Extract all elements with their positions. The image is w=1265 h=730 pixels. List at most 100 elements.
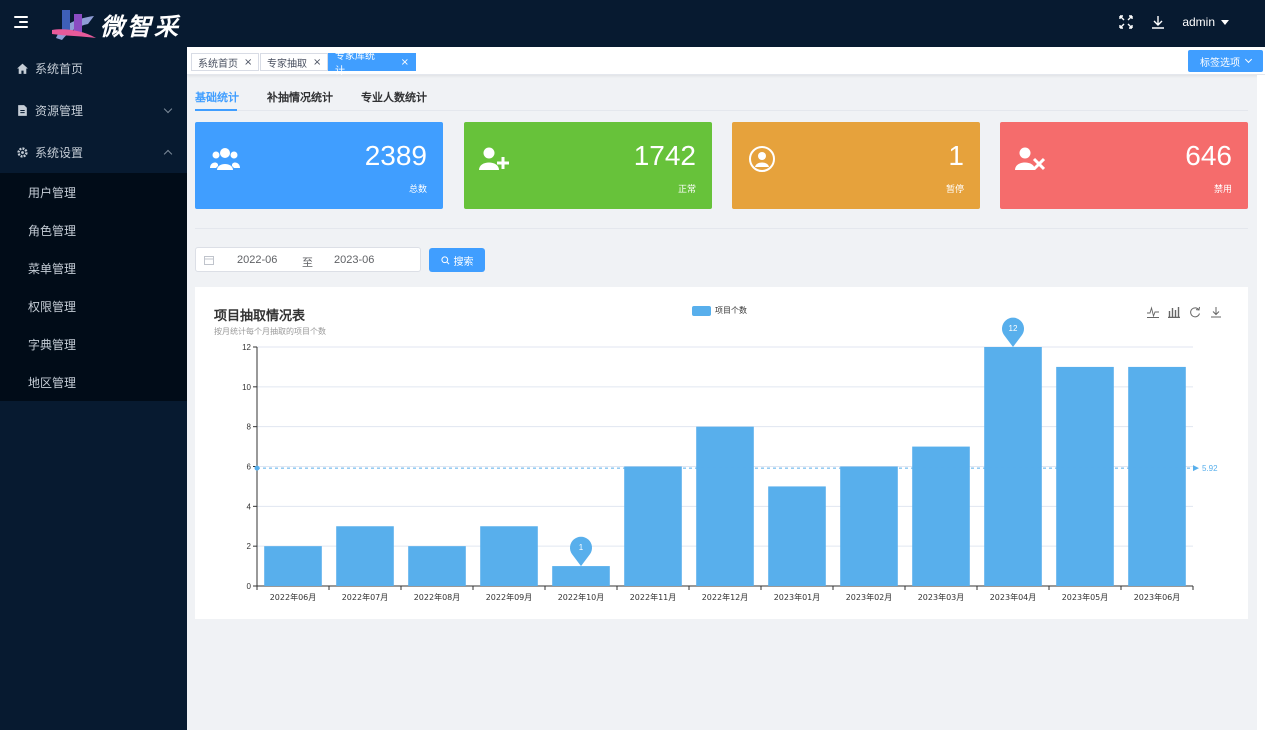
tag-options-label: 标签选项	[1200, 57, 1240, 69]
logo	[52, 10, 96, 40]
y-tick-label: 4	[247, 502, 252, 511]
tab-supplement-stats[interactable]: 补抽情况统计	[267, 91, 333, 104]
line-chart-icon[interactable]	[1147, 306, 1159, 318]
sidebar-item-dictionary[interactable]: 字典管理	[28, 337, 77, 352]
sidebar-item-users[interactable]: 用户管理	[28, 185, 77, 200]
sidebar-item-permissions[interactable]: 权限管理	[28, 299, 77, 314]
x-tick-label: 2023年01月	[774, 592, 821, 602]
x-tick-label: 2022年10月	[558, 592, 605, 602]
sidebar-item-roles[interactable]: 角色管理	[28, 223, 77, 238]
x-tick-label: 2022年07月	[342, 592, 389, 602]
menu-toggle-icon[interactable]	[14, 16, 28, 30]
stats-tabs: 基础统计 补抽情况统计 专业人数统计	[195, 87, 1248, 111]
sidebar-item-home[interactable]: 系统首页	[0, 47, 187, 89]
user-menu[interactable]: admin	[1182, 15, 1229, 29]
refresh-icon[interactable]	[1189, 306, 1201, 318]
x-tick-label: 2022年06月	[270, 592, 317, 602]
user-add-icon	[479, 147, 509, 170]
card-value: 1742	[633, 140, 696, 171]
section-divider	[195, 228, 1248, 229]
chart-legend[interactable]: 项目个数	[692, 305, 747, 316]
legend-label: 项目个数	[715, 306, 747, 315]
y-tick-label: 8	[247, 423, 252, 432]
chart-panel: 项目抽取情况表 按月统计每个月抽取的项目个数 项目个数 0 2 4 6 8 10 12 202…	[195, 287, 1248, 619]
min-pin-label: 1	[579, 543, 584, 552]
card-label: 总数	[408, 185, 427, 195]
y-tick-label: 2	[247, 542, 252, 551]
close-icon[interactable]: ×	[400, 56, 409, 68]
bar-chart-icon[interactable]	[1168, 306, 1180, 318]
bar	[984, 347, 1042, 586]
date-range-picker[interactable]: 2022-06 至 2023-06	[195, 247, 421, 272]
sidebar-item-regions[interactable]: 地区管理	[28, 375, 77, 390]
close-icon[interactable]: ×	[313, 56, 322, 68]
card-disabled: 646 禁用	[1000, 122, 1248, 209]
card-normal: 1742 正常	[464, 122, 712, 209]
gear-icon	[17, 146, 28, 158]
users-group-icon	[210, 148, 240, 170]
download-icon[interactable]	[1150, 14, 1166, 30]
sidebar-item-resources[interactable]: 资源管理	[0, 89, 187, 131]
settings-submenu: 用户管理 角色管理 菜单管理 权限管理 字典管理 地区管理	[0, 173, 187, 401]
chart-title: 项目抽取情况表	[214, 309, 306, 324]
chevron-up-icon	[163, 149, 173, 159]
tag-options-button[interactable]: 标签选项	[1188, 50, 1263, 72]
tag-expert-stats[interactable]: 专家库统计... ×	[328, 51, 416, 77]
tag-label: 系统首页	[198, 58, 238, 70]
range-separator: 至	[302, 256, 313, 269]
top-bar: 微智采 admin	[0, 0, 1265, 47]
x-tick-label: 2022年08月	[414, 592, 461, 602]
average-line-start	[254, 465, 260, 471]
tags-bar: 系统首页 × 专家抽取 × 专家库统计... × 标签选项	[187, 47, 1265, 77]
bar	[336, 526, 394, 586]
active-tab-indicator	[195, 109, 237, 111]
search-button-label: 搜索	[453, 256, 474, 268]
tab-specialty-stats[interactable]: 专业人数统计	[361, 91, 427, 104]
max-pin	[1002, 317, 1024, 347]
chevron-down-icon	[163, 104, 173, 114]
card-value: 646	[1185, 140, 1232, 171]
bar	[1128, 366, 1186, 586]
user-name: admin	[1182, 15, 1215, 29]
bar	[696, 426, 754, 586]
tag-expert-extract[interactable]: 专家抽取 ×	[260, 53, 329, 71]
sidebar-item-settings[interactable]: 系统设置	[0, 131, 187, 173]
sidebar-item-label: 系统首页	[35, 61, 84, 76]
download-icon[interactable]	[1210, 306, 1222, 318]
y-tick-label: 10	[242, 383, 251, 392]
end-date[interactable]: 2023-06	[334, 254, 375, 266]
search-button[interactable]: 搜索	[429, 248, 485, 272]
fullscreen-icon[interactable]	[1118, 14, 1134, 30]
bar	[264, 546, 322, 586]
bar	[912, 446, 970, 586]
y-tick-label: 6	[247, 463, 252, 472]
sidebar-item-menus[interactable]: 菜单管理	[28, 261, 77, 276]
tag-label: 专家库统计...	[335, 51, 375, 77]
card-value: 1	[948, 140, 964, 171]
card-label: 正常	[677, 185, 696, 195]
x-tick-label: 2022年11月	[630, 592, 677, 602]
x-tick-label: 2023年04月	[990, 592, 1037, 602]
chevron-down-icon	[1244, 55, 1253, 64]
bar	[768, 486, 826, 586]
user-remove-icon	[1015, 147, 1045, 171]
tag-home[interactable]: 系统首页 ×	[191, 53, 260, 71]
bar	[408, 546, 466, 586]
sidebar-item-label: 资源管理	[35, 103, 84, 118]
card-total: 2389 总数	[195, 122, 443, 209]
start-date[interactable]: 2022-06	[237, 254, 278, 266]
bar	[1056, 366, 1114, 586]
bar-chart: 0 2 4 6 8 10 12 2022年06月 2022年07月 2022年08月 2022年09…	[242, 317, 1218, 602]
chart-subtitle: 按月统计每个月抽取的项目个数	[214, 327, 326, 336]
min-pin	[570, 536, 592, 567]
card-value: 2389	[364, 140, 427, 171]
legend-swatch	[692, 305, 711, 316]
x-tick-label: 2022年09月	[486, 592, 533, 602]
bar	[840, 466, 898, 586]
right-strip	[1257, 75, 1265, 730]
sidebar-item-label: 系统设置	[35, 145, 84, 160]
close-icon[interactable]: ×	[244, 56, 253, 68]
user-circle-icon	[749, 146, 775, 172]
tab-basic-stats[interactable]: 基础统计	[195, 91, 239, 104]
calendar-icon	[204, 256, 214, 265]
